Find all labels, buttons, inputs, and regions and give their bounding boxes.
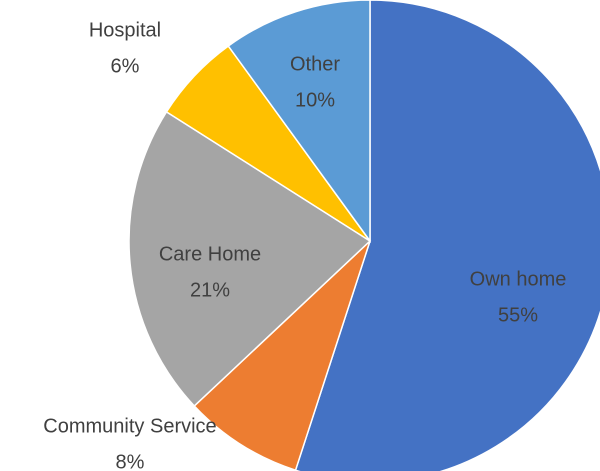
- slice-label-name: Own home: [470, 268, 567, 290]
- pie-slice: [193, 240, 371, 471]
- slice-label-name: Other: [290, 53, 340, 75]
- slice-label-name: Care Home: [159, 243, 261, 265]
- slice-label-value: 55%: [498, 304, 538, 326]
- slice-label-name: Hospital: [89, 19, 161, 41]
- slice-label-value: 8%: [116, 451, 145, 471]
- pie-slice: [294, 0, 600, 471]
- slice-label-value: 10%: [295, 89, 335, 111]
- pie-slice: [128, 110, 372, 408]
- slice-label-value: 6%: [111, 55, 140, 77]
- pie-slice: [227, 0, 371, 244]
- slice-label-name: Community Service: [43, 415, 216, 437]
- slice-label-value: 21%: [190, 279, 230, 301]
